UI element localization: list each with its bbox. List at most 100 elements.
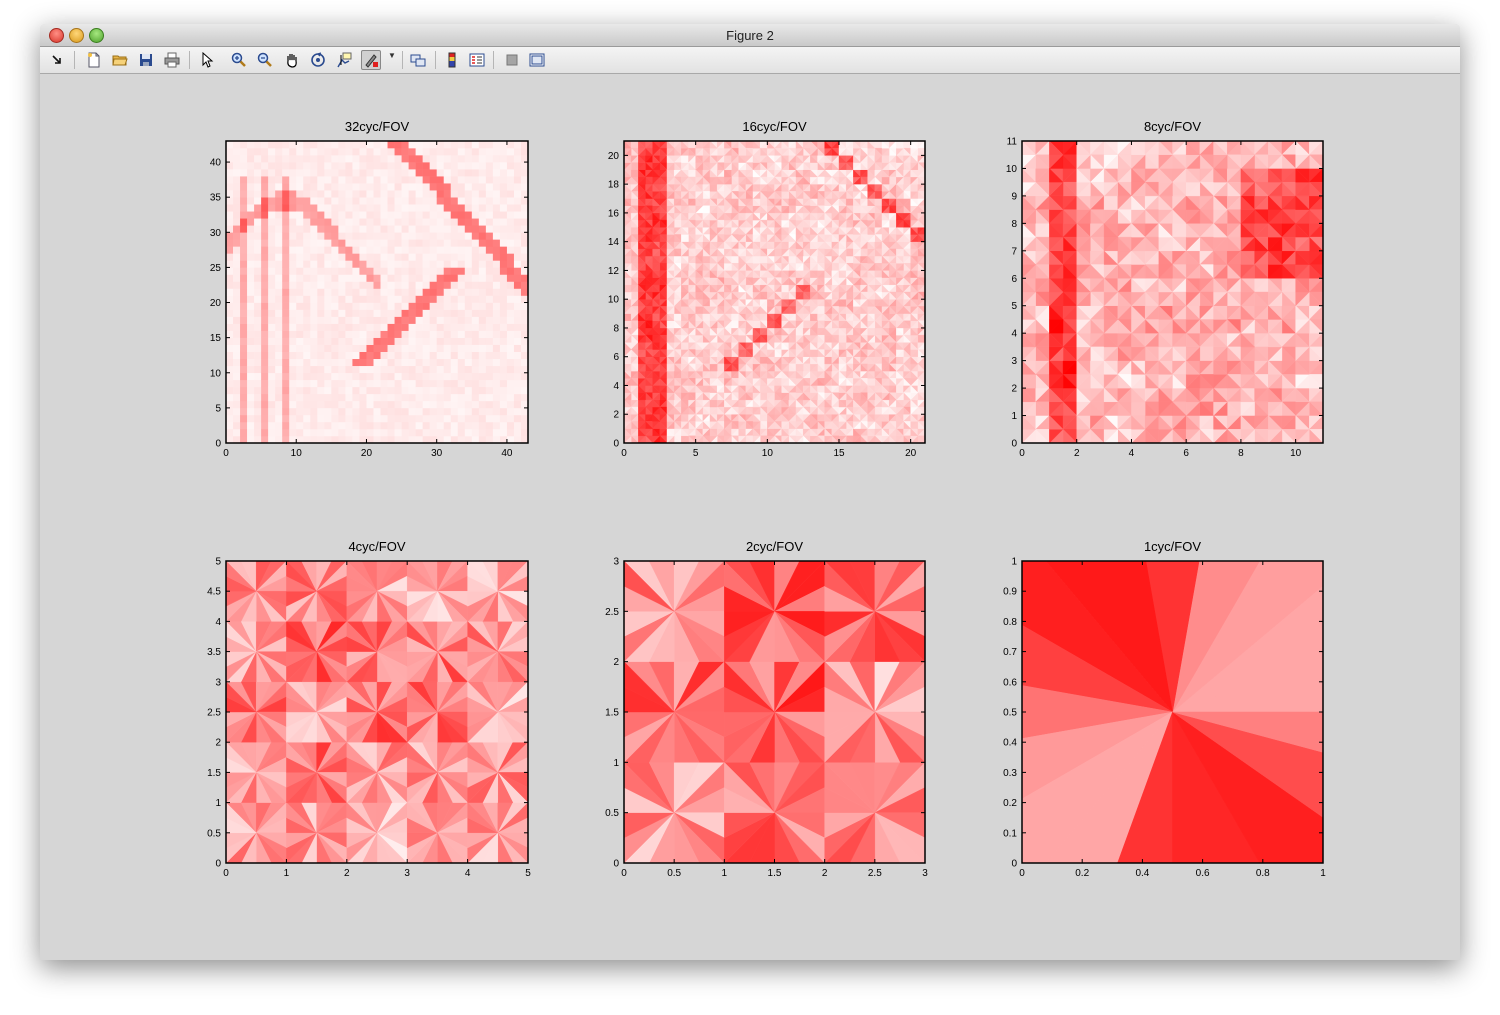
heatmap-cell — [429, 218, 437, 226]
zoom-in-button[interactable] — [230, 51, 248, 69]
heatmap-cell-sector — [824, 183, 833, 192]
heatmap-cell — [401, 239, 409, 247]
heatmap-cell — [436, 183, 445, 191]
heatmap-cell — [401, 246, 409, 254]
heatmap-cell — [513, 155, 522, 163]
title-bar[interactable]: Figure 2 — [40, 24, 1460, 47]
heatmap-cell — [443, 225, 452, 233]
heatmap-cell — [443, 323, 452, 331]
pan-button[interactable] — [283, 51, 301, 69]
heatmap-cell — [268, 176, 276, 184]
dock-button[interactable] — [48, 51, 66, 69]
heatmap-cell — [240, 204, 248, 212]
heatmap-cell — [422, 239, 430, 247]
heatmap-cell — [359, 316, 367, 324]
heatmap-cell — [268, 218, 276, 226]
heatmap-cell — [450, 337, 459, 345]
heatmap-cell — [485, 225, 494, 233]
heatmap-cell — [464, 260, 473, 268]
brush-dropdown-arrow[interactable]: ▼ — [388, 51, 396, 60]
heatmap-cell — [373, 218, 381, 226]
heatmap-cell — [233, 428, 241, 437]
heatmap-cell-sector — [781, 183, 790, 192]
heatmap-cell — [233, 169, 241, 177]
heatmap-cell — [296, 344, 304, 352]
heatmap-cell — [387, 316, 395, 324]
hide-plot-tools-button[interactable] — [503, 51, 521, 69]
heatmap-cell-sector — [695, 284, 704, 293]
heatmap-cell-sector — [724, 370, 732, 379]
heatmap-cell — [457, 365, 466, 374]
heatmap-cell-sector — [752, 384, 761, 393]
heatmap-cell — [338, 337, 346, 345]
heatmap-cell — [394, 176, 402, 184]
heatmap-cell — [429, 253, 437, 261]
heatmap-cell — [247, 330, 255, 338]
heatmap-cell — [254, 169, 262, 177]
heatmap-cell — [352, 225, 360, 233]
rotate-3d-button[interactable] — [309, 51, 327, 69]
close-window-button[interactable] — [49, 28, 64, 43]
link-plot-button[interactable] — [409, 51, 427, 69]
data-cursor-button[interactable] — [335, 51, 353, 69]
heatmap-cell — [471, 302, 480, 310]
heatmap-cell — [275, 141, 283, 149]
heatmap-cell-sector — [652, 226, 661, 235]
heatmap-cell — [464, 351, 473, 360]
heatmap-cell — [247, 148, 255, 156]
heatmap-cell — [464, 274, 473, 282]
heatmap-cell — [387, 372, 395, 381]
insert-colorbar-button[interactable] — [443, 51, 461, 69]
insert-legend-button[interactable] — [468, 51, 486, 69]
heatmap-cell — [478, 155, 487, 163]
heatmap-cell-sector — [666, 428, 675, 437]
heatmap-cell — [429, 225, 437, 233]
brush-button[interactable] — [361, 50, 381, 70]
heatmap-cell — [296, 337, 304, 345]
zoom-out-button[interactable] — [256, 51, 274, 69]
minimize-window-button[interactable] — [69, 28, 84, 43]
heatmap-cell-sector — [724, 399, 732, 408]
edit-plot-button[interactable] — [198, 51, 216, 69]
heatmap-cell — [338, 260, 346, 268]
heatmap-cell — [352, 316, 360, 324]
pointer-arrow-icon — [202, 52, 214, 68]
legend-icon — [469, 53, 485, 67]
y-tick-label: 15 — [210, 333, 222, 344]
heatmap-cell — [422, 281, 430, 289]
heatmap-cell — [422, 155, 430, 163]
heatmap-cell — [324, 316, 332, 324]
heatmap-cell-sector — [624, 327, 632, 336]
heatmap-cell — [478, 169, 487, 177]
heatmap-cell — [478, 428, 487, 437]
heatmap-cell — [254, 414, 262, 423]
print-figure-button[interactable] — [163, 51, 181, 69]
heatmap-cell — [254, 309, 262, 317]
heatmap-cell — [471, 246, 480, 254]
heatmap-cell — [408, 225, 416, 233]
heatmap-cell — [275, 414, 283, 423]
heatmap-cell — [366, 365, 374, 374]
heatmap-cell — [492, 197, 501, 205]
show-plot-tools-button[interactable] — [528, 51, 546, 69]
heatmap-cell — [380, 232, 388, 240]
heatmap-cell — [233, 197, 241, 205]
save-figure-button[interactable] — [137, 51, 155, 69]
heatmap-cell — [478, 141, 487, 149]
heatmap-cell — [394, 323, 402, 331]
heatmap-cell — [254, 204, 262, 212]
heatmap-cell — [450, 414, 459, 423]
open-file-button[interactable] — [111, 51, 129, 69]
heatmap-cell — [373, 323, 381, 331]
heatmap-cell — [373, 162, 381, 170]
heatmap-cell — [387, 309, 395, 317]
heatmap-cell — [513, 365, 522, 374]
heatmap-cell — [359, 295, 367, 303]
heatmap-cell — [338, 232, 346, 240]
heatmap-cell — [268, 211, 276, 219]
heatmap-cell — [359, 281, 367, 289]
new-figure-button[interactable] — [85, 51, 103, 69]
zoom-window-button[interactable] — [89, 28, 104, 43]
heatmap-cell — [247, 428, 255, 437]
heatmap-cell — [394, 169, 402, 177]
